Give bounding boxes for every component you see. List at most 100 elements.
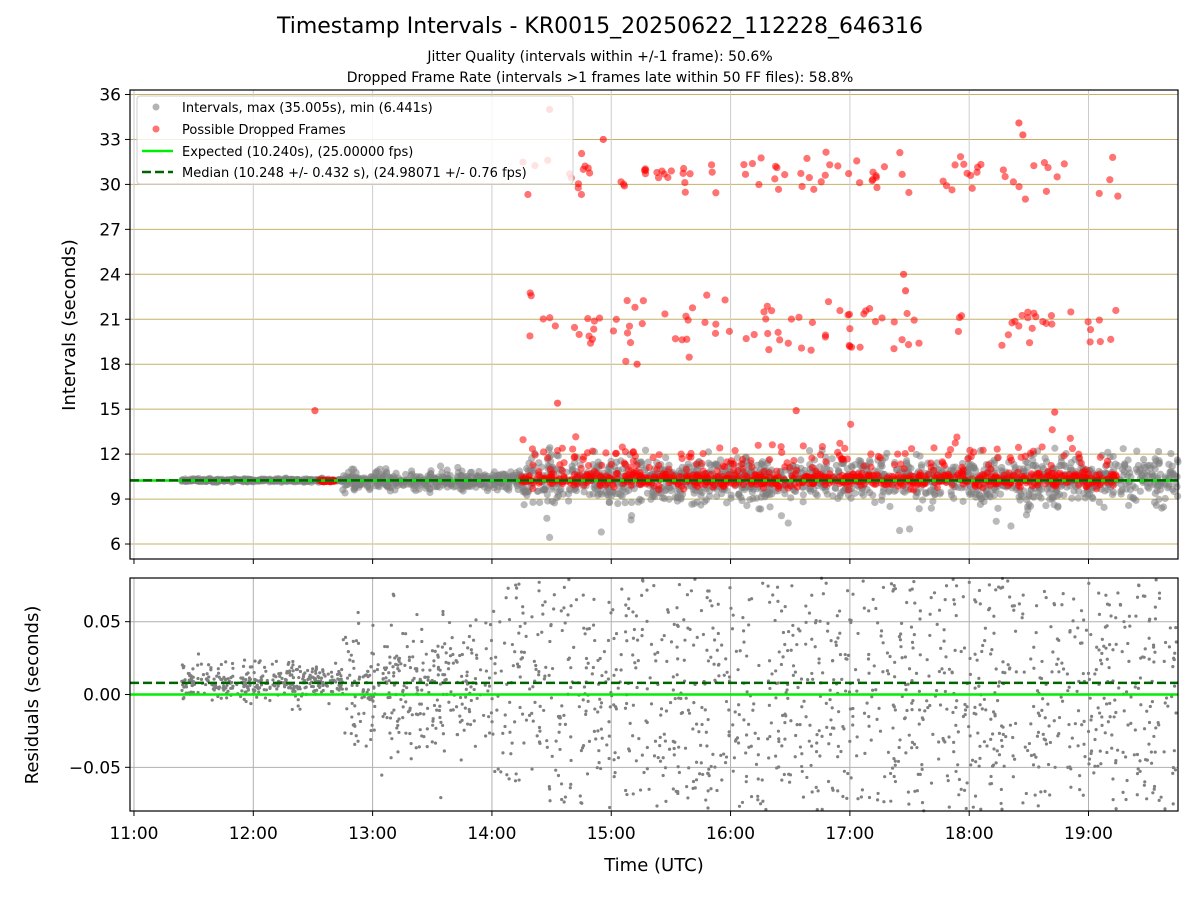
residual-point <box>446 667 451 671</box>
residual-point <box>717 662 721 666</box>
residual-point <box>997 684 1001 688</box>
residual-point <box>1174 640 1178 644</box>
residual-point <box>715 788 719 793</box>
residual-point <box>988 606 992 610</box>
residual-point <box>199 677 204 681</box>
dropped-point <box>1042 187 1051 195</box>
residual-point <box>860 788 864 792</box>
residual-point <box>212 677 216 681</box>
residual-point <box>652 754 657 758</box>
residual-point <box>865 701 869 705</box>
dropped-point <box>590 325 598 333</box>
residual-point <box>353 695 357 699</box>
residual-point <box>350 683 354 687</box>
interval-point <box>673 494 681 502</box>
residual-point <box>706 717 710 722</box>
residual-point <box>991 710 996 714</box>
dropped-point <box>872 172 880 180</box>
residual-point <box>846 653 851 657</box>
residual-point <box>635 638 640 642</box>
interval-point <box>902 456 911 465</box>
dropped-point <box>623 329 632 337</box>
residual-point <box>1022 670 1026 674</box>
dropped-point <box>569 445 577 453</box>
dropped-point <box>847 420 855 428</box>
interval-point <box>393 482 401 490</box>
dropped-point <box>579 455 587 464</box>
interval-point <box>994 504 1002 512</box>
residual-point <box>1042 737 1046 741</box>
residual-point <box>465 670 469 674</box>
dropped-point <box>873 183 881 192</box>
residual-point <box>1083 755 1087 759</box>
residual-point <box>1152 660 1156 664</box>
dropped-point <box>712 189 720 197</box>
residual-point <box>977 676 981 681</box>
interval-point <box>781 490 789 498</box>
residual-point <box>557 730 561 734</box>
residual-point <box>222 675 226 679</box>
residual-point <box>1151 643 1156 647</box>
residual-point <box>361 688 365 692</box>
interval-point <box>529 466 537 475</box>
residual-point <box>604 670 608 674</box>
residual-point <box>395 719 400 723</box>
residual-point <box>907 733 911 737</box>
residual-point <box>910 740 915 745</box>
interval-point <box>915 505 923 513</box>
dropped-point <box>621 472 629 480</box>
residual-point <box>685 593 690 597</box>
interval-point <box>1016 496 1024 504</box>
residual-point <box>275 687 279 691</box>
dropped-point <box>960 160 968 168</box>
residual-point <box>443 678 447 682</box>
residual-point <box>484 669 489 673</box>
residual-point <box>514 596 518 600</box>
residual-point <box>414 746 418 750</box>
residual-point <box>381 714 385 719</box>
residual-point <box>810 637 814 641</box>
residual-point <box>821 671 825 675</box>
residual-point <box>569 782 573 786</box>
residual-point <box>706 806 710 810</box>
residual-point <box>440 645 445 649</box>
residual-point <box>669 640 674 644</box>
residual-point <box>836 789 840 793</box>
residual-point <box>896 759 901 764</box>
residual-point <box>1099 762 1103 766</box>
interval-point <box>877 460 885 468</box>
residual-point <box>431 717 435 721</box>
interval-point <box>1146 461 1154 470</box>
residual-point <box>191 667 195 671</box>
residual-point <box>712 638 717 642</box>
dropped-point <box>1000 471 1008 479</box>
residual-point <box>920 716 924 720</box>
residual-point <box>929 596 933 600</box>
interval-point <box>947 491 956 499</box>
residual-point <box>288 669 292 673</box>
interval-point <box>753 494 761 502</box>
interval-point <box>1007 522 1015 530</box>
residual-point <box>393 656 397 660</box>
residual-point <box>1163 640 1168 645</box>
residual-point <box>627 597 631 601</box>
residual-point <box>1012 608 1016 612</box>
residual-point <box>1143 647 1147 651</box>
residual-point <box>229 686 233 690</box>
residual-point <box>625 639 629 643</box>
interval-point <box>529 498 537 506</box>
dropped-point <box>637 471 645 480</box>
interval-point <box>505 486 513 494</box>
residual-point <box>562 606 566 610</box>
residual-point <box>1157 596 1162 600</box>
residual-point <box>1055 637 1059 641</box>
dropped-point <box>784 484 792 492</box>
residual-point <box>518 675 522 679</box>
residual-point <box>749 744 753 748</box>
residual-point <box>439 720 443 724</box>
residual-point <box>425 683 429 687</box>
residual-point <box>215 674 219 678</box>
residual-point <box>1055 662 1059 667</box>
residual-point <box>547 673 551 677</box>
residual-point <box>558 722 562 726</box>
